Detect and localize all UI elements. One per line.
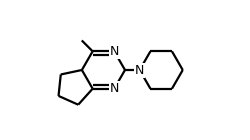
Text: N: N: [110, 45, 119, 58]
Text: N: N: [135, 64, 144, 76]
Text: N: N: [110, 82, 119, 95]
